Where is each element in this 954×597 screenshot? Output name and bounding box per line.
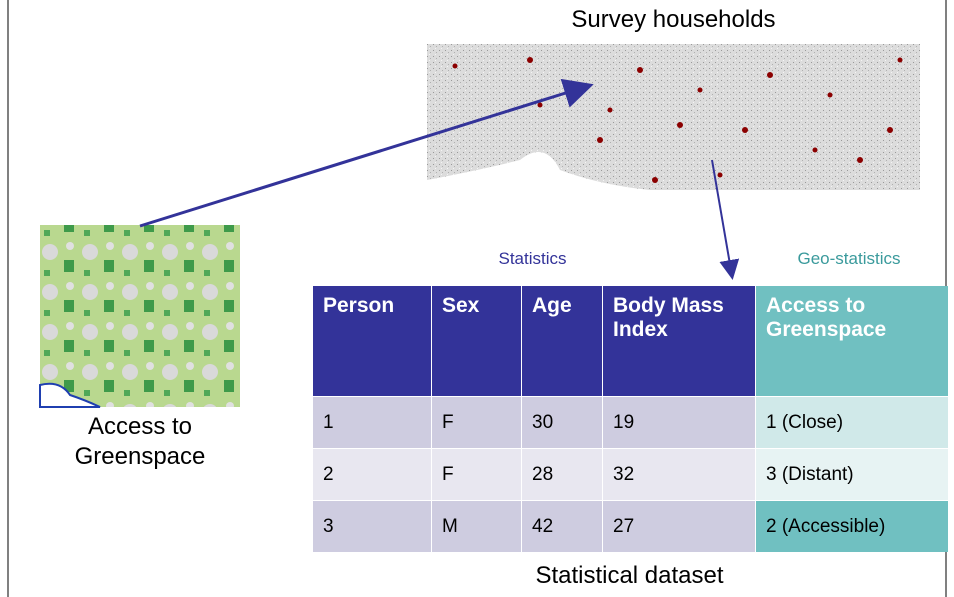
inset-label-line: Access to	[40, 412, 240, 442]
table-cell: 19	[603, 397, 756, 449]
header-row: Person Sex Age Body Mass Index Access to…	[313, 286, 949, 397]
table-cell: 30	[522, 397, 603, 449]
table-cell: F	[432, 397, 522, 449]
header-cell: Age	[522, 286, 603, 397]
table-cell: 3 (Distant)	[756, 449, 949, 501]
inset-label: Access to Greenspace	[40, 412, 240, 472]
header-cell: Body Mass Index	[603, 286, 756, 397]
inset-label-line: Greenspace	[40, 442, 240, 472]
table-cell: 32	[603, 449, 756, 501]
table-cell: 28	[522, 449, 603, 501]
table-cell: 27	[603, 501, 756, 553]
table-cell: 1	[313, 397, 432, 449]
table-cell: 2	[313, 449, 432, 501]
header-cell: Person	[313, 286, 432, 397]
slide: Survey households Access to Greenspace S…	[0, 0, 954, 597]
greenspace-map	[40, 225, 240, 407]
table-cell: F	[432, 449, 522, 501]
survey-map	[427, 44, 920, 190]
table-cell: 3	[313, 501, 432, 553]
data-table: Person Sex Age Body Mass Index Access to…	[313, 286, 949, 552]
caption: Statistical dataset	[313, 562, 946, 590]
table-cell: M	[432, 501, 522, 553]
group-label: Statistics	[313, 249, 752, 269]
table-cell: 1 (Close)	[756, 397, 949, 449]
header-cell: Sex	[432, 286, 522, 397]
header-cell: Access to Greenspace	[756, 286, 949, 397]
table-cell: 42	[522, 501, 603, 553]
group-label: Geo-statistics	[752, 249, 946, 269]
map-label: Survey households	[427, 6, 920, 34]
table-cell: 2 (Accessible)	[756, 501, 949, 553]
